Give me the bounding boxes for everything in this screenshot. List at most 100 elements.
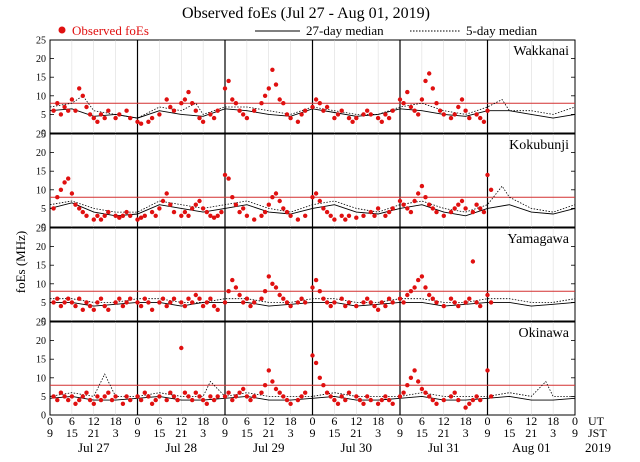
station-name: Yamagawa [507,232,569,247]
observed-point [135,217,140,222]
observed-point [448,296,454,301]
observed-point [87,303,93,309]
observed-point [321,383,326,388]
observed-point [69,394,75,399]
observed-point [146,394,151,399]
observed-point [259,390,264,395]
observed-point [160,198,166,204]
observed-point [91,115,97,121]
observed-point [270,195,275,200]
observed-point [259,101,264,106]
observed-point [160,296,166,301]
observed-point [179,345,184,351]
observed-point [106,390,111,395]
observed-point [164,303,169,309]
jst-tick-label: 3 [463,426,469,440]
observed-point [332,397,337,403]
median-27day-line [49,202,576,217]
observed-point [375,307,381,312]
observed-point [197,296,202,301]
jst-tick-label: 21 [175,426,187,440]
ut-tick-label: 18 [197,414,209,428]
observed-point [157,394,162,399]
observed-point [102,394,107,399]
observed-point [58,187,64,192]
observed-point [77,397,82,403]
legend-observed-marker [58,26,66,34]
observed-point [478,115,483,121]
observed-point [58,112,64,117]
ut-tick-label: 6 [419,414,425,428]
observed-point [313,277,319,283]
observed-point [244,213,250,218]
observed-point [77,86,82,91]
y-tick-label: 20 [36,148,46,159]
observed-point [361,112,366,117]
observed-point [230,277,235,283]
jst-tick-label: 21 [350,426,362,440]
ut-tick-label: 18 [110,414,122,428]
observed-point [448,209,454,215]
observed-point [332,115,337,121]
observed-point [128,296,133,301]
legend-5day-label: 5-day median [466,23,538,38]
observed-point [317,375,322,380]
observed-point [91,307,97,312]
observed-point [401,202,406,207]
observed-point [244,394,250,399]
observed-point [124,300,129,305]
legend: Observed foEs 27-day median 5-day median [58,23,538,38]
observed-point [149,209,155,215]
observed-point [230,97,235,102]
observed-point [168,390,173,395]
observed-point [397,97,403,102]
observed-point [365,394,370,399]
station-panel: 0 5 10 15 20 25 Okinawa [36,318,576,422]
observed-point [91,217,97,222]
observed-point [186,213,191,218]
observed-point [102,213,107,218]
observed-point [295,119,301,125]
observed-point [270,379,275,384]
observed-point [233,285,239,290]
observed-point [55,397,60,403]
jst-tick-label: 15 [241,426,253,440]
observed-point [135,119,140,125]
observed-point [66,296,71,301]
observed-point [281,394,286,399]
observed-point [138,303,144,309]
observed-point [73,303,78,309]
observed-point [266,202,271,207]
ut-tick-label: 18 [372,414,384,428]
observed-point [412,108,417,113]
jst-tick-label: 21 [88,426,100,440]
observed-point [416,379,421,384]
observed-point [252,108,257,113]
ut-tick-label: 6 [244,414,250,428]
jst-tick-label: 9 [135,426,141,440]
observed-point [427,202,432,207]
observed-point [463,300,468,305]
observed-point [361,401,366,406]
observed-point [423,195,428,200]
observed-point [456,104,461,110]
observed-point [204,209,209,215]
observed-point [149,115,155,121]
observed-point [441,213,446,218]
observed-point [481,119,487,125]
observed-point [157,300,162,305]
observed-point [106,307,111,312]
observed-point [423,285,428,290]
observed-point [270,67,275,73]
y-tick-label: 20 [36,242,46,253]
observed-point [98,112,104,117]
observed-point [168,104,173,110]
day-label: Aug 01 [512,440,551,455]
observed-point [430,206,435,211]
observed-point [434,101,439,106]
observed-point [142,296,147,301]
observed-point [197,198,202,204]
observed-point [346,115,352,121]
observed-point [179,101,184,106]
